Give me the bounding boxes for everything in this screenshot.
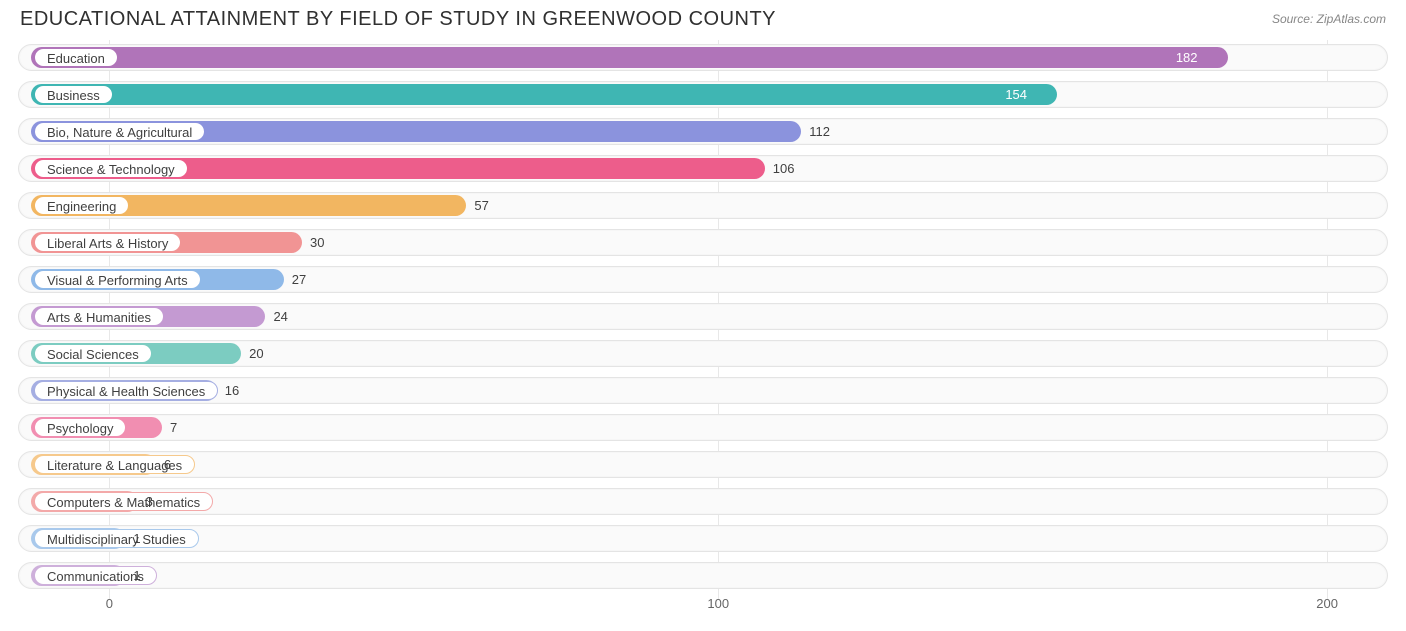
- bar-value: 24: [273, 306, 287, 327]
- bar-row: Social Sciences 20: [10, 337, 1396, 370]
- chart-title: EDUCATIONAL ATTAINMENT BY FIELD OF STUDY…: [20, 8, 776, 31]
- chart-header: EDUCATIONAL ATTAINMENT BY FIELD OF STUDY…: [0, 0, 1406, 35]
- bar-label: Bio, Nature & Agricultural: [34, 122, 205, 141]
- bar-label: Social Sciences: [34, 344, 152, 363]
- bar-value: 20: [249, 343, 263, 364]
- bar-row: Business 154: [10, 78, 1396, 111]
- bar-label: Psychology: [34, 418, 126, 437]
- bar-label: Engineering: [34, 196, 129, 215]
- bar-value: 1: [133, 565, 140, 586]
- bar-fill: [31, 84, 1057, 105]
- bar-value: 1: [133, 528, 140, 549]
- bar-value: 27: [292, 269, 306, 290]
- bar-label: Physical & Health Sciences: [34, 381, 218, 400]
- bar-row: Computers & Mathematics3: [10, 485, 1396, 518]
- bar-track: [18, 525, 1388, 552]
- bar-track: [18, 414, 1388, 441]
- axis-tick: 0: [106, 596, 113, 611]
- bar-label: Science & Technology: [34, 159, 188, 178]
- bar-value: 30: [310, 232, 324, 253]
- bar-value: 182: [1176, 47, 1198, 68]
- bar-row: Communications1: [10, 559, 1396, 592]
- bar-row: Literature & Languages6: [10, 448, 1396, 481]
- bar-row: Bio, Nature & Agricultural 112: [10, 115, 1396, 148]
- chart-area: Education 182 Business 154 Bio, Nature & Agr…: [0, 35, 1406, 592]
- chart-source: Source: ZipAtlas.com: [1272, 12, 1386, 26]
- bar-row: Arts & Humanities 24: [10, 300, 1396, 333]
- bar-track: [18, 451, 1388, 478]
- bar-value: 154: [1005, 84, 1027, 105]
- bar-row: Multidisciplinary Studies1: [10, 522, 1396, 555]
- bar-label: Computers & Mathematics: [34, 492, 213, 511]
- bar-value: 3: [146, 491, 153, 512]
- axis-tick: 200: [1316, 596, 1338, 611]
- bar-row: Engineering 57: [10, 189, 1396, 222]
- bar-row: Education 182: [10, 41, 1396, 74]
- bar-row: Science & Technology 106: [10, 152, 1396, 185]
- bar-row: Physical & Health Sciences 16: [10, 374, 1396, 407]
- bar-value: 106: [773, 158, 795, 179]
- bar-track: [18, 377, 1388, 404]
- bar-track: [18, 488, 1388, 515]
- bar-track: [18, 562, 1388, 589]
- bar-label: Business: [34, 85, 113, 104]
- bar-row: Visual & Performing Arts 27: [10, 263, 1396, 296]
- bar-label: Arts & Humanities: [34, 307, 164, 326]
- bar-row: Psychology 7: [10, 411, 1396, 444]
- bar-label: Liberal Arts & History: [34, 233, 181, 252]
- bar-label: Multidisciplinary Studies: [34, 529, 199, 548]
- bar-value: 57: [474, 195, 488, 216]
- x-axis: 0 100 200: [0, 596, 1406, 620]
- bar-label: Education: [34, 48, 118, 67]
- bar-label: Visual & Performing Arts: [34, 270, 201, 289]
- bar-fill: [31, 47, 1228, 68]
- bar-value: 16: [225, 380, 239, 401]
- bar-value: 112: [809, 121, 830, 142]
- axis-tick: 100: [707, 596, 729, 611]
- bar-value: 6: [164, 454, 171, 475]
- bar-row: Liberal Arts & History 30: [10, 226, 1396, 259]
- bar-value: 7: [170, 417, 177, 438]
